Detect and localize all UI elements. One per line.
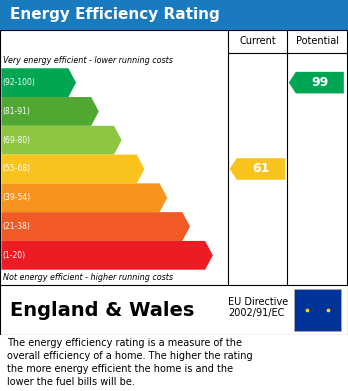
Bar [294, 289, 341, 331]
Text: B: B [100, 104, 110, 118]
Text: G: G [214, 248, 225, 262]
Polygon shape [1, 126, 122, 154]
Text: (39-54): (39-54) [3, 193, 31, 202]
Text: (21-38): (21-38) [3, 222, 31, 231]
Text: E: E [168, 191, 177, 205]
Polygon shape [1, 241, 213, 270]
Text: (55-68): (55-68) [3, 165, 31, 174]
Text: 61: 61 [252, 163, 270, 176]
Text: 99: 99 [311, 76, 329, 89]
Polygon shape [1, 183, 167, 212]
Polygon shape [1, 212, 190, 241]
Text: Not energy efficient - higher running costs: Not energy efficient - higher running co… [3, 273, 174, 282]
Text: Current: Current [239, 36, 276, 47]
Text: Potential: Potential [296, 36, 339, 47]
Polygon shape [230, 158, 285, 180]
Text: (92-100): (92-100) [3, 78, 35, 87]
Polygon shape [289, 72, 344, 93]
Text: C: C [122, 133, 133, 147]
Text: F: F [191, 219, 200, 233]
Text: Very energy efficient - lower running costs: Very energy efficient - lower running co… [3, 56, 173, 65]
Text: (69-80): (69-80) [3, 136, 31, 145]
Text: (81-91): (81-91) [3, 107, 31, 116]
Text: The energy efficiency rating is a measure of the
overall efficiency of a home. T: The energy efficiency rating is a measur… [7, 338, 253, 387]
Text: D: D [145, 162, 157, 176]
Text: Energy Efficiency Rating: Energy Efficiency Rating [10, 7, 220, 23]
Polygon shape [1, 97, 99, 126]
Text: (1-20): (1-20) [3, 251, 26, 260]
Polygon shape [1, 154, 144, 183]
Text: England & Wales: England & Wales [10, 301, 195, 319]
Text: A: A [77, 75, 87, 90]
Text: EU Directive
2002/91/EC: EU Directive 2002/91/EC [228, 297, 288, 318]
Polygon shape [1, 68, 76, 97]
